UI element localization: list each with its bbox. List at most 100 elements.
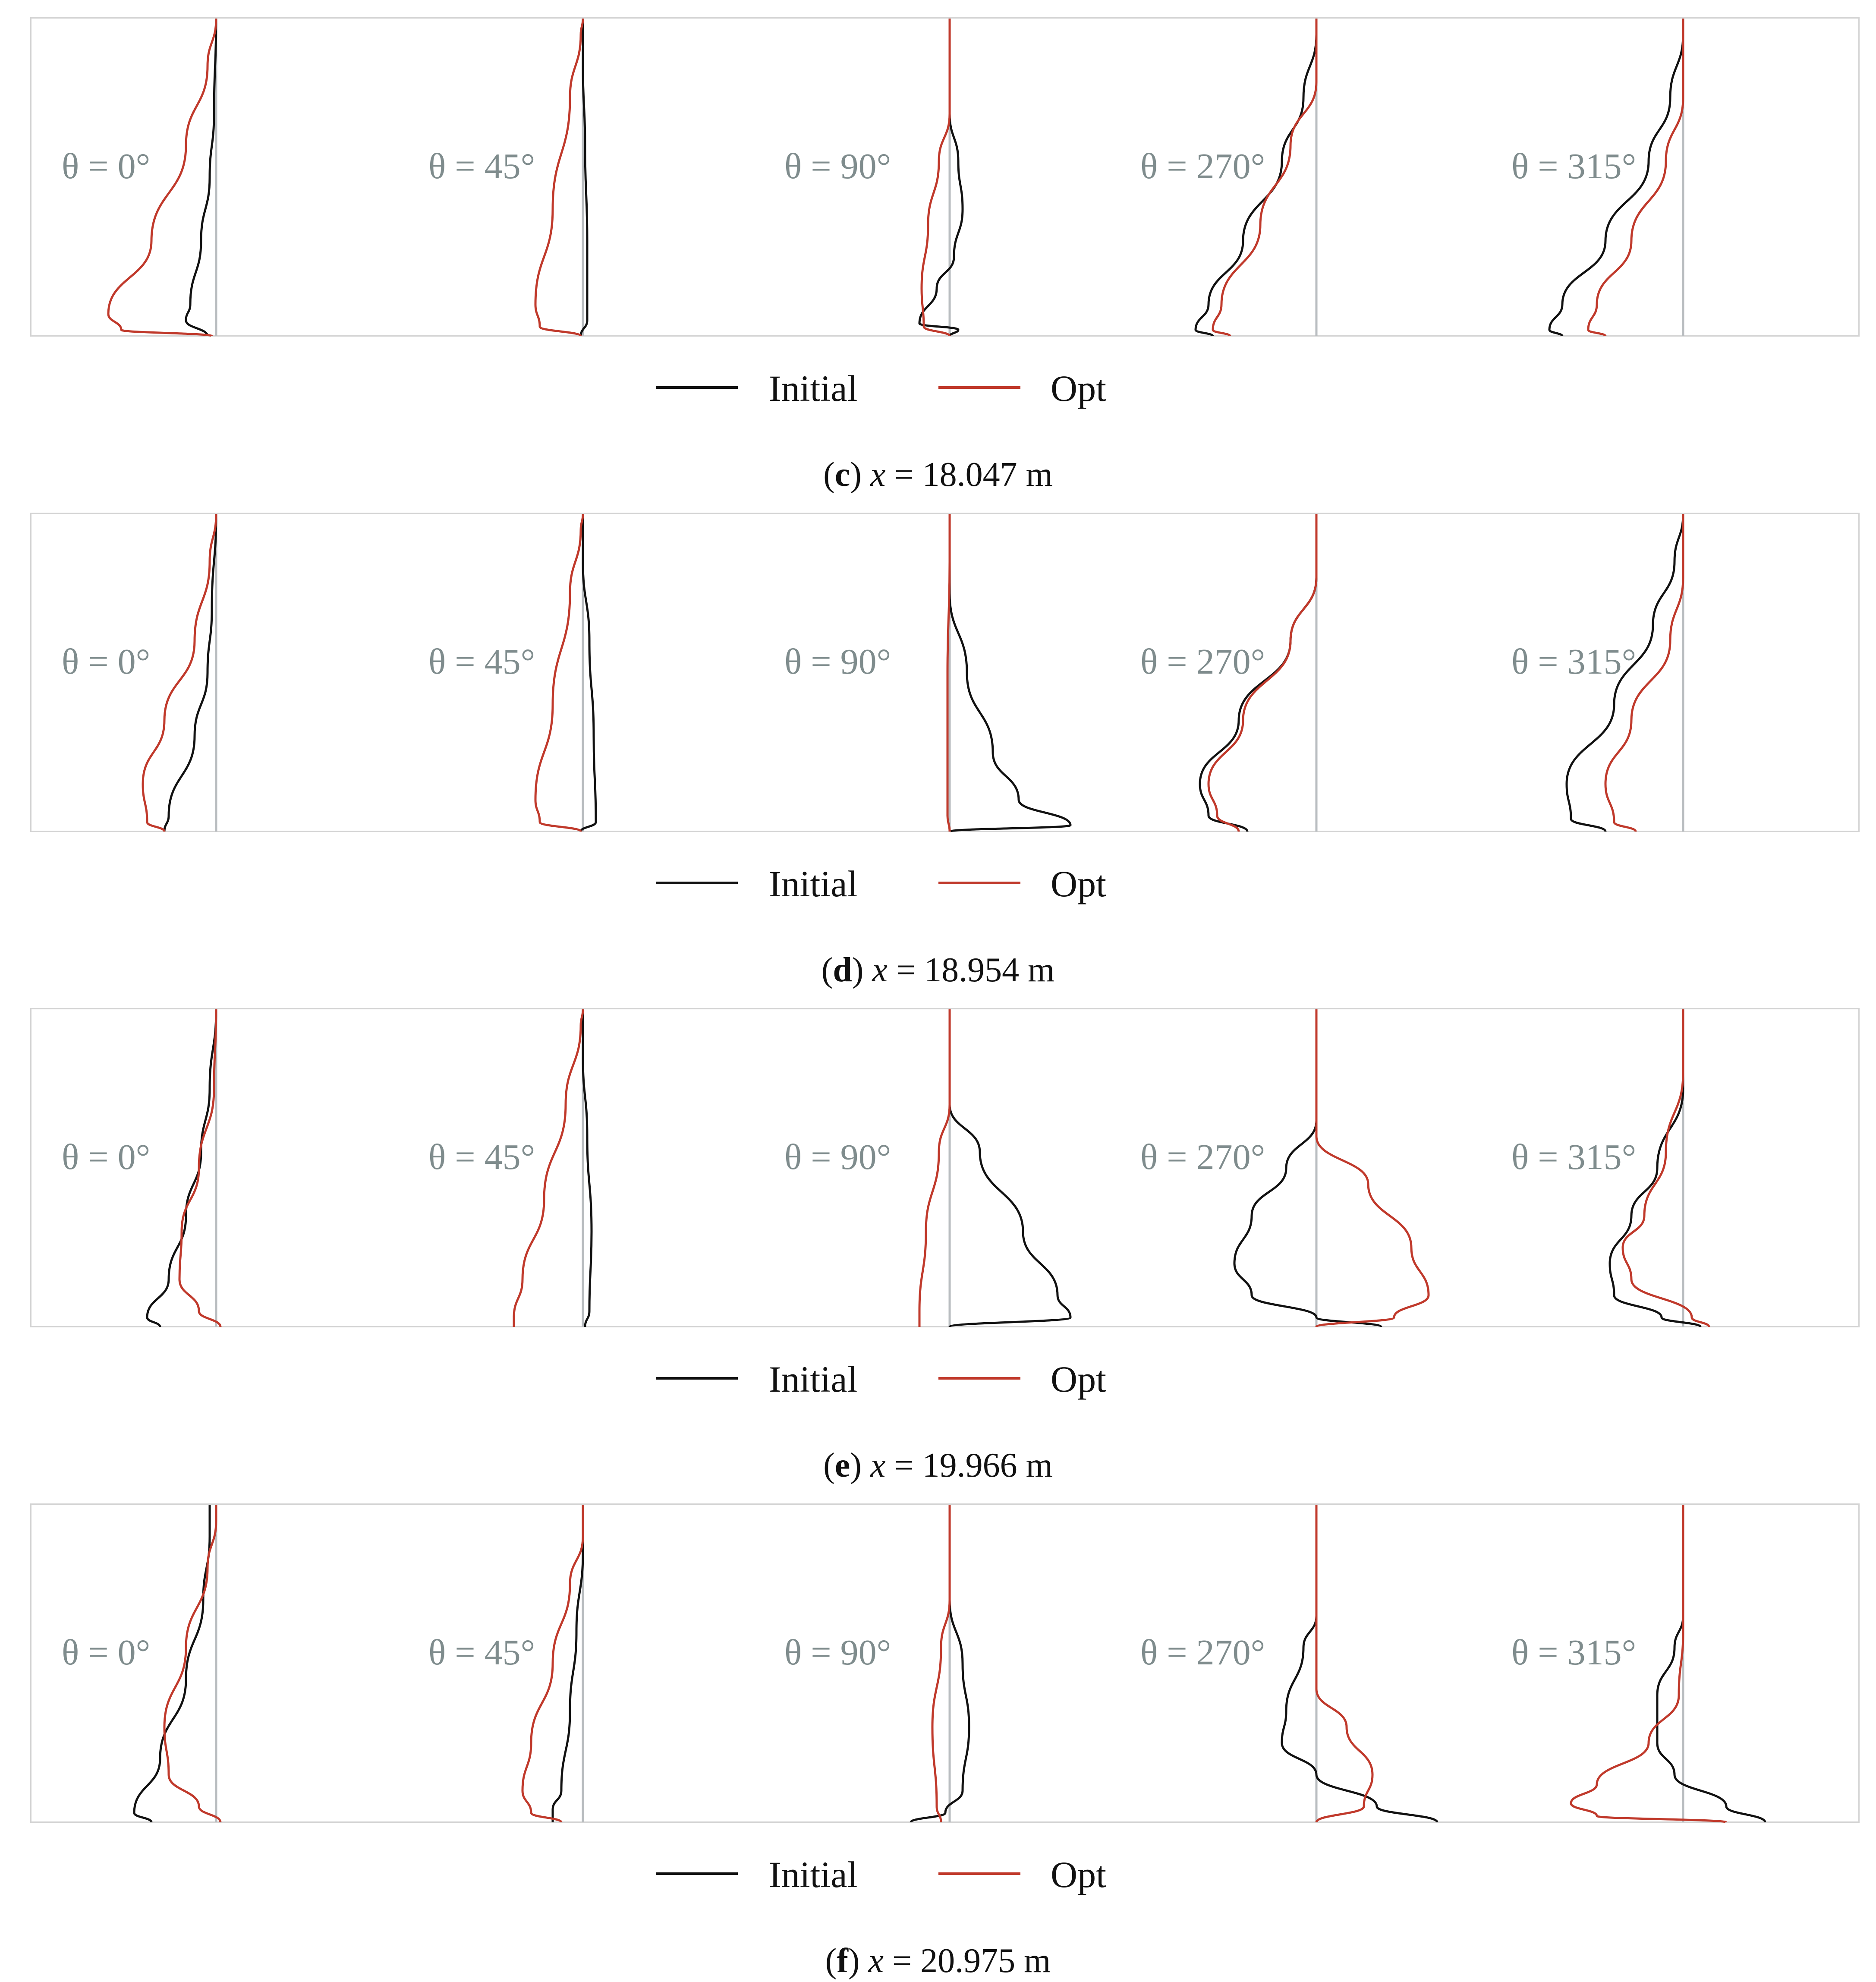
legend-opt-swatch — [938, 1377, 1020, 1380]
series-initial-line — [163, 514, 217, 832]
theta-label: θ = 45° — [428, 146, 535, 186]
series-initial-line — [579, 514, 597, 832]
profile-3: θ = 270° — [1140, 1009, 1430, 1328]
legend-initial-swatch — [656, 1872, 738, 1875]
series-opt-line — [1212, 19, 1318, 337]
legend-initial-label: Initial — [769, 368, 858, 409]
theta-label: θ = 270° — [1140, 146, 1265, 186]
series-opt-line — [178, 1009, 222, 1327]
caption-letter: e — [834, 1446, 850, 1484]
subfigure-caption: (f) x = 20.975 m — [825, 1942, 1051, 1980]
series-opt-line — [534, 514, 584, 833]
caption-variable: x — [868, 1942, 884, 1980]
plot-panel: θ = 0° θ = 45° θ = 90° θ = 270° θ = 315° — [30, 1008, 1860, 1328]
theta-label: θ = 315° — [1511, 1632, 1636, 1673]
legend-opt-swatch — [938, 882, 1020, 884]
legend: Initial Opt — [656, 1855, 1174, 1894]
profile-chart: θ = 0° θ = 45° θ = 90° θ = 270° θ = 315° — [62, 1009, 1710, 1328]
legend-opt-label: Opt — [1051, 368, 1106, 409]
series-initial-line — [582, 1009, 593, 1327]
legend-initial-swatch — [656, 1377, 738, 1380]
subfigure-caption: (d) x = 18.954 m — [821, 951, 1055, 989]
legend-opt-label: Opt — [1051, 863, 1106, 904]
theta-label: θ = 0° — [62, 1137, 150, 1177]
theta-label: θ = 270° — [1140, 1137, 1265, 1177]
series-initial-line — [1565, 514, 1684, 832]
profile-3: θ = 270° — [1140, 514, 1318, 832]
series-initial-line — [146, 1009, 217, 1327]
series-initial-line — [1281, 1505, 1438, 1823]
series-opt-line — [920, 19, 951, 337]
caption-value: 20.975 — [920, 1942, 1016, 1980]
theta-label: θ = 90° — [784, 1632, 891, 1673]
legend-initial-label: Initial — [769, 1854, 858, 1895]
profile-2: θ = 90° — [784, 514, 1072, 833]
series-initial-line — [948, 514, 1072, 833]
caption-value: 19.966 — [922, 1446, 1017, 1484]
theta-label: θ = 45° — [428, 1632, 535, 1673]
legend: Initial Opt — [656, 1360, 1174, 1399]
legend-initial-label: Initial — [769, 863, 858, 904]
series-initial-line — [185, 19, 217, 337]
series-opt-line — [521, 1505, 584, 1823]
profile-0: θ = 0° — [62, 1505, 222, 1823]
theta-label: θ = 90° — [784, 146, 891, 186]
plot-panel: θ = 0° θ = 45° θ = 90° θ = 270° θ = 315° — [30, 1503, 1860, 1824]
series-initial-line — [551, 1505, 584, 1822]
profile-0: θ = 0° — [62, 514, 217, 832]
legend-opt-swatch — [938, 386, 1020, 389]
theta-label: θ = 0° — [62, 1632, 150, 1673]
profile-3: θ = 270° — [1140, 19, 1318, 337]
profile-2: θ = 90° — [784, 19, 964, 337]
theta-label: θ = 270° — [1140, 1632, 1265, 1673]
series-opt-line — [163, 1505, 222, 1823]
profile-4: θ = 315° — [1511, 1009, 1710, 1328]
series-opt-line — [1587, 19, 1684, 337]
profile-1: θ = 45° — [428, 1009, 593, 1327]
series-opt-line — [1315, 1009, 1430, 1328]
subfigure-c: θ = 0° θ = 45° θ = 90° θ = 270° θ = 315° Init… — [0, 0, 1876, 495]
profile-chart: θ = 0° θ = 45° θ = 90° θ = 270° θ = 315° — [62, 1505, 1766, 1824]
profile-chart: θ = 0° θ = 45° θ = 90° θ = 270° θ = 315° — [62, 19, 1684, 337]
caption-unit: m — [1028, 951, 1055, 989]
profile-1: θ = 45° — [428, 19, 589, 337]
profile-1: θ = 45° — [428, 1505, 584, 1823]
caption-letter: c — [834, 456, 850, 494]
subfigure-caption: (e) x = 19.966 m — [823, 1446, 1053, 1484]
legend-opt-label: Opt — [1051, 1358, 1106, 1400]
legend-opt-swatch — [938, 1872, 1020, 1875]
caption-variable: x — [870, 1446, 886, 1484]
profile-0: θ = 0° — [62, 19, 217, 337]
series-opt-line — [1315, 1505, 1374, 1823]
theta-label: θ = 315° — [1511, 642, 1636, 682]
series-initial-line — [1548, 19, 1684, 337]
profile-4: θ = 315° — [1511, 514, 1684, 832]
plot-panel: θ = 0° θ = 45° θ = 90° θ = 270° θ = 315° — [30, 513, 1860, 833]
subfigure-f: θ = 0° θ = 45° θ = 90° θ = 270° θ = 315° Init… — [0, 1486, 1876, 1982]
profile-chart: θ = 0° θ = 45° θ = 90° θ = 270° θ = 315° — [62, 514, 1684, 833]
caption-variable: x — [870, 456, 886, 494]
profile-2: θ = 90° — [784, 1505, 970, 1823]
series-opt-line — [1604, 514, 1684, 832]
series-opt-line — [931, 1505, 951, 1823]
caption-variable: x — [872, 951, 888, 989]
caption-unit: m — [1024, 1942, 1051, 1980]
theta-label: θ = 0° — [62, 642, 150, 682]
theta-label: θ = 315° — [1511, 146, 1636, 186]
caption-value: 18.954 — [924, 951, 1020, 989]
theta-label: θ = 270° — [1140, 642, 1265, 682]
theta-label: θ = 45° — [428, 1137, 535, 1177]
series-initial-line — [918, 19, 964, 337]
series-initial-line — [948, 1009, 1072, 1328]
profile-1: θ = 45° — [428, 514, 597, 833]
theta-label: θ = 90° — [784, 1137, 891, 1177]
subfigure-caption: (c) x = 18.047 m — [823, 456, 1053, 494]
series-initial-line — [579, 19, 589, 337]
profile-3: θ = 270° — [1140, 1505, 1438, 1823]
subfigure-e: θ = 0° θ = 45° θ = 90° θ = 270° θ = 315° Init… — [0, 991, 1876, 1486]
profile-4: θ = 315° — [1511, 19, 1684, 337]
legend-initial-swatch — [656, 882, 738, 884]
series-opt-line — [142, 514, 217, 832]
profile-0: θ = 0° — [62, 1009, 222, 1327]
caption-unit: m — [1026, 1446, 1053, 1484]
